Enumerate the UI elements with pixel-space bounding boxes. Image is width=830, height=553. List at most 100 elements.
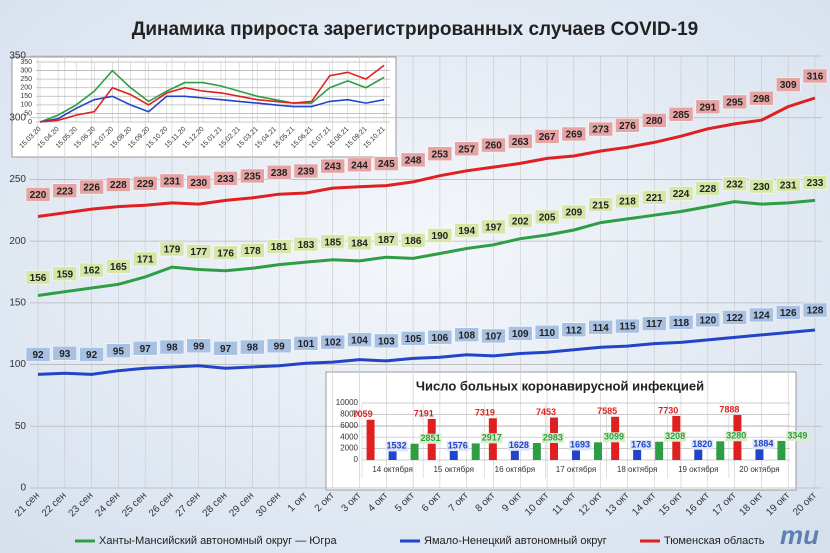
y-tick-label: 200 — [9, 236, 26, 247]
value-label-box — [541, 432, 564, 443]
value-label: 1576 — [448, 440, 468, 450]
y-tick-label: 350 — [20, 59, 32, 66]
value-label-box — [561, 322, 587, 338]
value-label-box — [481, 328, 506, 344]
value-label-box — [668, 186, 694, 201]
value-label: 99 — [274, 341, 286, 352]
value-label: 197 — [485, 222, 502, 233]
value-label: 232 — [726, 179, 743, 190]
value-label-box — [374, 333, 399, 349]
value-label-box — [569, 440, 591, 451]
value-label: 1763 — [631, 439, 651, 449]
y-tick-label: 150 — [9, 297, 26, 308]
value-label: 230 — [190, 178, 207, 189]
value-label: 295 — [726, 98, 743, 109]
value-label: 102 — [324, 338, 341, 349]
value-label-box — [385, 441, 408, 452]
value-label: 230 — [753, 182, 770, 193]
value-label-box — [641, 316, 667, 331]
value-label-box — [79, 347, 104, 362]
value-label: 98 — [166, 343, 178, 354]
value-label: 253 — [432, 149, 449, 160]
value-label: 187 — [378, 235, 395, 246]
value-label: 205 — [539, 213, 556, 224]
value-label: 267 — [539, 132, 556, 143]
value-label-box — [454, 327, 479, 342]
x-tick-label: 16 октября — [495, 465, 535, 474]
line — [39, 64, 385, 123]
value-label-box — [132, 251, 158, 267]
value-label: 263 — [512, 137, 529, 148]
value-label: 109 — [512, 329, 529, 340]
value-label-box — [52, 345, 78, 361]
value-label: 115 — [619, 322, 636, 333]
value-label: 7453 — [536, 407, 556, 417]
bar — [633, 449, 642, 460]
value-label-box — [132, 341, 158, 356]
value-label-box — [213, 171, 238, 186]
value-label-box — [106, 343, 131, 358]
bar — [777, 440, 786, 460]
value-label-box — [752, 439, 775, 450]
value-label-box — [749, 307, 774, 323]
value-label-box — [722, 310, 747, 325]
value-label: 239 — [298, 167, 315, 178]
value-label: 1628 — [509, 440, 529, 450]
value-label: 7585 — [597, 406, 617, 416]
value-label-box — [749, 178, 774, 194]
y-tick-label: 250 — [20, 76, 32, 83]
value-label-box — [534, 209, 560, 225]
value-label: 98 — [247, 343, 259, 354]
value-label-box — [507, 440, 530, 451]
y-tick-label: 4000 — [340, 432, 358, 441]
value-label-box — [266, 239, 292, 254]
value-label: 177 — [190, 247, 207, 258]
value-label: 162 — [83, 266, 100, 277]
value-label: 186 — [405, 236, 422, 247]
value-label-box — [159, 241, 185, 257]
value-label-box — [213, 245, 238, 261]
value-label-box — [52, 183, 78, 199]
value-label: 291 — [699, 102, 716, 113]
value-label: 280 — [646, 116, 663, 127]
value-label-box — [293, 236, 319, 252]
value-label-box — [749, 90, 774, 106]
value-label: 104 — [351, 335, 368, 346]
value-label-box — [481, 137, 506, 153]
value-label: 1884 — [753, 439, 773, 449]
value-label: 92 — [86, 350, 98, 361]
value-label: 233 — [217, 174, 234, 185]
value-label: 110 — [539, 328, 556, 339]
value-label-box — [508, 213, 533, 228]
value-label-box — [419, 433, 442, 444]
value-label: 2851 — [421, 433, 441, 443]
value-label-box — [427, 329, 453, 345]
inset-title: Число больных коронавирусной инфекцией — [416, 378, 704, 393]
value-label: 309 — [780, 80, 797, 91]
value-label-box — [630, 439, 653, 450]
value-label-box — [186, 174, 212, 190]
x-tick-label: 15 октября — [433, 465, 473, 474]
y-tick-label: 10000 — [336, 398, 359, 407]
x-tick-label: 14 октября — [372, 465, 412, 474]
value-label: 3280 — [726, 431, 746, 441]
value-label: 183 — [298, 240, 315, 251]
bar — [388, 451, 397, 460]
y-tick-label: 2000 — [340, 444, 358, 453]
value-label: 243 — [324, 162, 341, 173]
value-label-box — [213, 341, 238, 356]
value-label-box — [374, 156, 399, 171]
bar — [716, 441, 725, 460]
value-label: 2917 — [482, 433, 502, 443]
value-label: 107 — [485, 332, 502, 343]
bar — [572, 450, 580, 460]
value-label-box — [588, 320, 613, 335]
bar — [655, 441, 664, 460]
value-label-box — [347, 235, 372, 251]
y-tick-label: 300 — [20, 67, 32, 74]
value-label-box — [400, 331, 426, 346]
bar — [594, 442, 602, 460]
value-label: 244 — [351, 160, 368, 171]
value-label-box — [615, 193, 640, 209]
y-tick-label: 50 — [24, 110, 32, 117]
